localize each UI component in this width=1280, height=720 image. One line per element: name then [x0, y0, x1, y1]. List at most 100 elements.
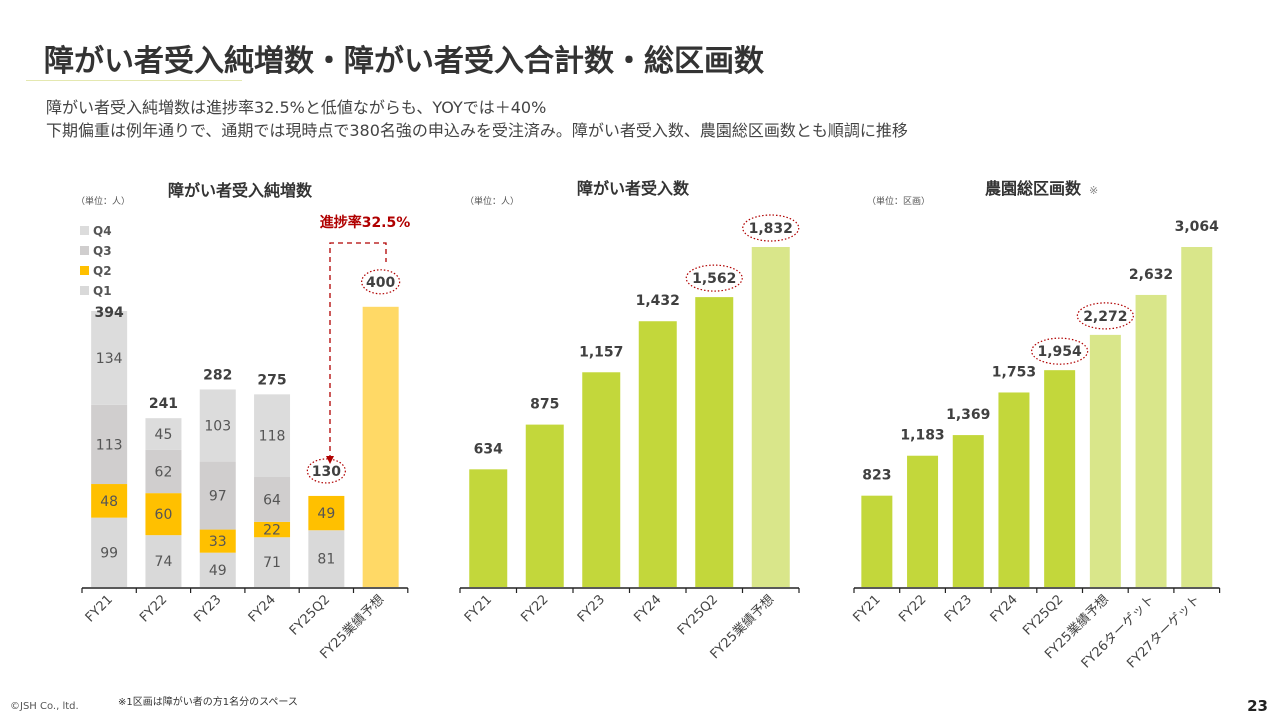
legend-label: Q4 [93, 224, 112, 238]
bar-segment-q4 [254, 394, 291, 478]
progress-dashed-connector [329, 242, 387, 460]
segment-label: 49 [209, 563, 227, 579]
bar [469, 469, 508, 587]
segment-label: 99 [100, 545, 118, 561]
segment-label: 118 [259, 429, 286, 445]
segment-label: 48 [100, 494, 118, 510]
unit-label: （単位：区画） [867, 195, 930, 207]
total-label: 241 [149, 396, 178, 412]
segment-label: 103 [204, 419, 231, 435]
value-label: 823 [862, 468, 891, 484]
legend-swatch [80, 286, 89, 295]
legend-label: Q2 [93, 264, 112, 278]
x-tick-label: FY22 [896, 592, 929, 625]
x-tick-label: FY23 [942, 592, 975, 625]
bar [1135, 294, 1167, 587]
bar-segment-q3 [254, 477, 291, 522]
segment-label: 64 [263, 492, 281, 508]
unit-label: （単位：人） [465, 195, 519, 207]
bar-forecast [362, 306, 399, 587]
value-label: 2,632 [1129, 267, 1173, 283]
page-number: 23 [1247, 697, 1268, 715]
bar [1089, 334, 1121, 587]
bar [907, 455, 939, 587]
x-tick-label: FY25Q2 [287, 592, 333, 638]
value-label: 634 [474, 441, 503, 457]
accepted-count-chart: 障がい者受入数 （単位：人） 634 875 1,157 1,432 1,562 1,832 F… [459, 179, 800, 662]
value-label: 3,064 [1175, 219, 1220, 235]
segment-label: 49 [317, 506, 335, 522]
subtitle-line-2: 下期偏重は例年通りで、通期では現時点で380名強の申込みを受注済み。障がい者受入… [46, 121, 908, 140]
value-label: 1,432 [636, 293, 680, 309]
x-tick-label: FY23 [575, 592, 608, 625]
bar-segment-q2 [199, 529, 236, 553]
x-tick-label: FY25Q2 [675, 592, 721, 638]
value-label: 1,753 [992, 364, 1036, 380]
segment-label: 71 [263, 555, 281, 571]
legend-label: Q3 [93, 244, 112, 258]
segment-label: 113 [96, 437, 123, 453]
highlight-circle [1076, 302, 1134, 330]
bar-segment-q4 [199, 389, 236, 462]
segment-label: 134 [96, 351, 123, 367]
chart-title: 障がい者受入数 [577, 179, 690, 198]
page-title: 障がい者受入純増数・障がい者受入合計数・総区画数 [44, 44, 764, 79]
segment-label: 22 [263, 523, 281, 539]
bar [751, 247, 790, 587]
chart-title: 障がい者受入純増数 [168, 181, 313, 200]
bar [1181, 247, 1213, 587]
total-label: 400 [366, 275, 395, 291]
x-tick-label: FY24 [246, 592, 279, 625]
bar-segment-q2 [145, 493, 182, 536]
value-label: 1,369 [946, 407, 990, 423]
segment-label: 81 [317, 552, 335, 568]
segment-label: 62 [155, 464, 173, 480]
bar [638, 321, 677, 587]
bar [1044, 370, 1076, 587]
bar-segment-q1 [91, 517, 128, 587]
x-tick-label: FY24 [988, 592, 1021, 625]
x-tick-label: FY25Q2 [1020, 592, 1066, 638]
bar-segment-q2 [308, 495, 345, 531]
segment-label: 45 [155, 427, 173, 443]
highlight-circle [361, 269, 401, 295]
value-label: 1,183 [900, 428, 944, 444]
segment-label: 33 [209, 534, 227, 550]
x-tick-label: FY24 [631, 592, 664, 625]
arrow-head-icon [326, 456, 334, 464]
segment-label: 97 [209, 489, 227, 505]
x-tick-label: FY23 [191, 592, 224, 625]
bar-segment-q3 [199, 461, 236, 530]
bar [861, 495, 893, 587]
bar-segment-q1 [145, 535, 182, 587]
chart-title: 農園総区画数 [985, 179, 1082, 198]
segment-label: 74 [155, 554, 173, 570]
bar [695, 297, 734, 587]
value-label: 1,832 [749, 221, 793, 237]
bar [998, 392, 1030, 587]
x-tick-label: FY21 [83, 592, 116, 625]
title-underline [26, 80, 242, 81]
legend-label: Q1 [93, 284, 112, 298]
footnote: ※1区画は障がい者の方1名分のスペース [118, 697, 298, 708]
value-label: 2,272 [1083, 309, 1127, 325]
highlight-circle [742, 214, 800, 242]
total-label: 282 [203, 367, 232, 383]
bar-segment-q1 [308, 530, 345, 587]
x-tick-label: FY21 [850, 592, 883, 625]
x-tick-label: FY21 [462, 592, 495, 625]
total-label: 275 [257, 372, 286, 388]
title-footnote-mark: ※ [1089, 184, 1098, 197]
segment-label: 60 [155, 507, 173, 523]
bar-segment-q3 [145, 449, 182, 494]
bar-segment-q4 [145, 418, 182, 450]
net-increase-chart: 障がい者受入純増数 （単位：人） Q4 Q3 Q2 Q1 99 48 113 134 394 74 60… [76, 181, 410, 662]
legend-swatch [80, 266, 89, 275]
value-label: 1,157 [579, 344, 623, 360]
legend-swatch [80, 226, 89, 235]
subtitle-line-1: 障がい者受入純増数は進捗率32.5%と低値ながらも、YOYでは＋40% [46, 98, 547, 117]
value-label: 875 [530, 397, 559, 413]
bar [952, 435, 984, 587]
bar-segment-q2 [254, 521, 291, 538]
